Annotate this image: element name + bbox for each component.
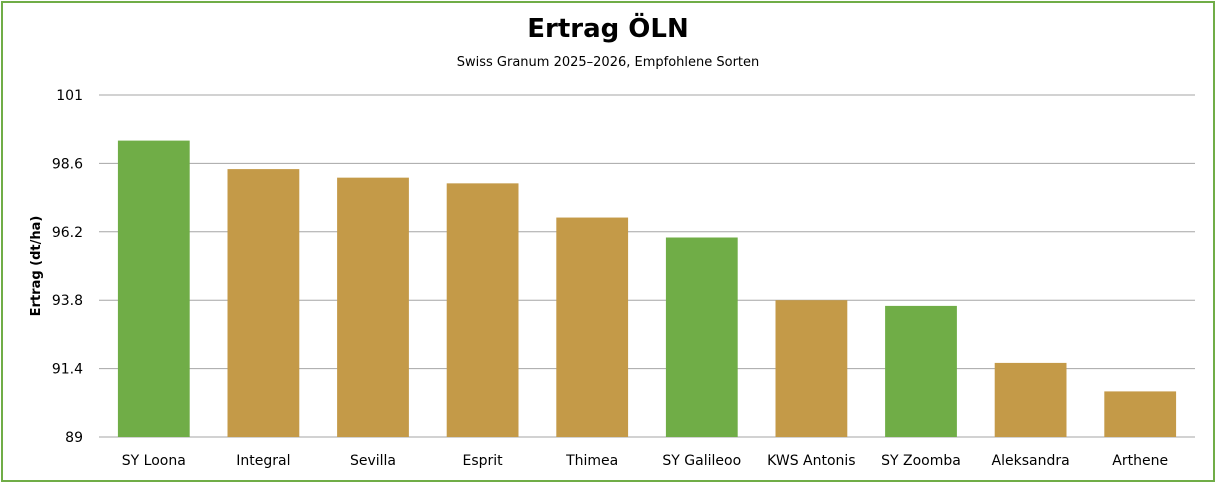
bar bbox=[117, 140, 190, 437]
x-tick-label: Esprit bbox=[463, 453, 504, 469]
y-tick-label: 93.8 bbox=[52, 293, 83, 309]
y-tick-label: 98.6 bbox=[52, 156, 83, 172]
x-tick-label: Thimea bbox=[565, 453, 618, 469]
bar bbox=[665, 237, 738, 437]
x-tick-label: SY Zoomba bbox=[881, 453, 961, 469]
bar bbox=[556, 217, 629, 437]
bar bbox=[994, 362, 1067, 437]
y-tick-label: 101 bbox=[56, 88, 83, 104]
bar bbox=[1104, 391, 1177, 437]
chart-subtitle: Swiss Granum 2025–2026, Empfohlene Sorte… bbox=[456, 55, 760, 70]
y-axis-label: Ertrag (dt/ha) bbox=[29, 216, 44, 317]
y-tick-labels: 89 91.4 93.8 96.2 98.6 101 bbox=[52, 88, 83, 446]
bar bbox=[775, 300, 848, 437]
x-tick-label: Aleksandra bbox=[992, 453, 1070, 469]
x-tick-labels: SY Loona Integral Sevilla Esprit Thimea SY Ga… bbox=[122, 453, 1168, 469]
bar bbox=[337, 177, 409, 437]
x-tick-label: Integral bbox=[236, 453, 290, 469]
bar bbox=[446, 183, 519, 437]
x-tick-label: SY Loona bbox=[122, 453, 186, 469]
chart-title: Ertrag ÖLN bbox=[527, 14, 689, 44]
x-tick-label: SY Galileoo bbox=[662, 453, 741, 469]
y-tick-label: 91.4 bbox=[52, 362, 83, 378]
y-tick-label: 89 bbox=[65, 430, 83, 446]
bars bbox=[117, 140, 1177, 437]
bar bbox=[227, 169, 300, 437]
x-tick-label: KWS Antonis bbox=[767, 453, 855, 469]
x-tick-label: Arthene bbox=[1112, 453, 1168, 469]
y-tick-label: 96.2 bbox=[52, 225, 83, 241]
bar bbox=[885, 305, 957, 437]
x-tick-label: Sevilla bbox=[350, 453, 396, 469]
